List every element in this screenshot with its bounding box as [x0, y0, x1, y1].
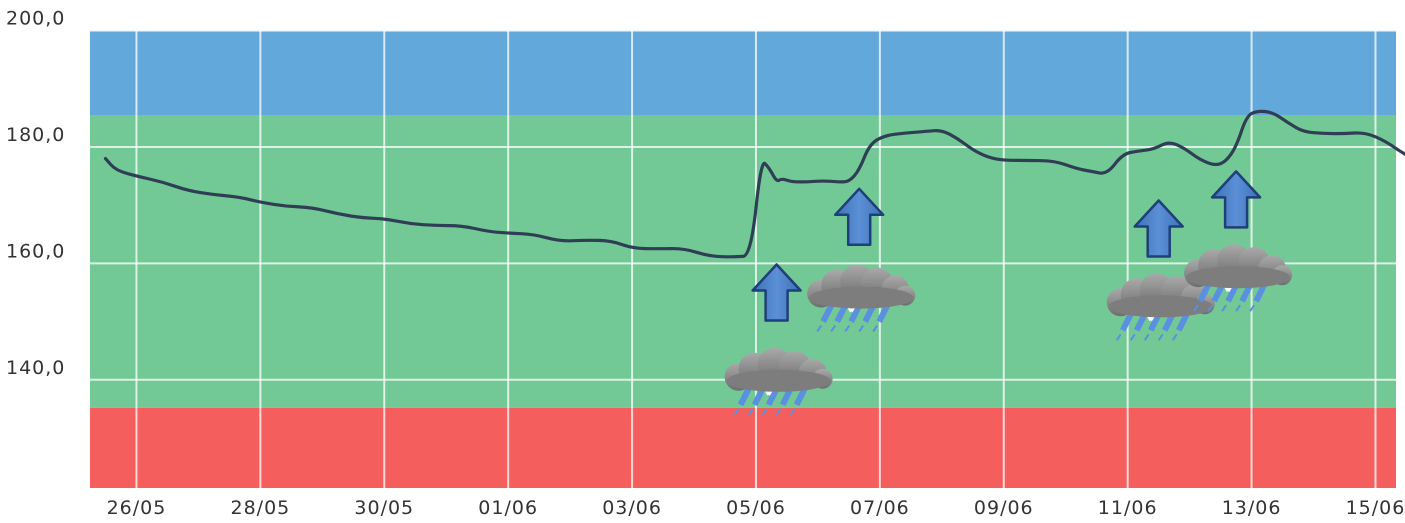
- y-tick-label: 200,0: [6, 8, 65, 30]
- rain-drop: [1143, 333, 1150, 341]
- rain-drop: [775, 408, 782, 416]
- rain-drop: [789, 408, 796, 416]
- rain-cloud-icon: [724, 347, 833, 416]
- rain-drop: [816, 325, 823, 333]
- rain-cloud-icon: [807, 264, 916, 333]
- up-arrow-icon: [751, 263, 802, 322]
- series-line-0: [103, 109, 1405, 259]
- x-tick-label: 30/05: [354, 497, 414, 519]
- cloud-body: [807, 264, 916, 309]
- cloud-body: [1184, 244, 1293, 289]
- up-arrow-icon: [833, 187, 885, 247]
- x-tick-label: 26/05: [107, 497, 167, 519]
- rain-drop: [1157, 333, 1164, 341]
- x-tick-label: 11/06: [1098, 497, 1158, 519]
- rain-drop: [1129, 333, 1136, 341]
- x-tick-label: 28/05: [230, 497, 290, 519]
- rain-cloud-icon: [1184, 244, 1293, 312]
- rain-drop: [1115, 333, 1122, 341]
- rain-drop: [858, 325, 865, 333]
- cloud-body: [724, 347, 833, 392]
- threshold-band-0: [90, 30, 1396, 115]
- annotations-layer: [724, 170, 1293, 416]
- series-layer: [103, 109, 1405, 259]
- rain-cloud-icon: [1106, 273, 1215, 341]
- rain-drop: [1207, 304, 1213, 312]
- x-tick-label: 03/06: [602, 497, 662, 519]
- rain-drop: [761, 408, 768, 416]
- y-axis-tick-labels: 200,0 180,0 160,0 140,0: [6, 8, 65, 379]
- threshold-bands: [90, 30, 1396, 488]
- rain-drop: [844, 325, 851, 333]
- x-tick-label: 01/06: [478, 497, 538, 519]
- up-arrow-icon: [1133, 199, 1184, 258]
- y-tick-label: 160,0: [6, 240, 65, 262]
- rain-drop: [1249, 304, 1255, 312]
- rain-drop: [830, 325, 837, 333]
- rain-drop: [1171, 333, 1178, 341]
- x-tick-label: 05/06: [726, 497, 786, 519]
- rain-drop: [1235, 304, 1241, 312]
- up-arrow-icon: [1210, 170, 1262, 229]
- x-tick-label: 07/06: [850, 497, 910, 519]
- threshold-band-2: [90, 407, 1396, 488]
- x-tick-label: 13/06: [1222, 497, 1282, 519]
- y-tick-label: 180,0: [6, 124, 65, 146]
- x-tick-label: 09/06: [974, 497, 1034, 519]
- y-tick-label: 140,0: [6, 357, 65, 379]
- rain-drop: [733, 408, 740, 416]
- rain-drop: [1193, 304, 1199, 312]
- x-tick-label: 15/06: [1346, 497, 1405, 519]
- rain-drop: [1221, 304, 1227, 312]
- x-axis-tick-labels: 26/05 28/05 30/05 01/06 03/06 05/06 07/06 09/06…: [107, 497, 1405, 519]
- rain-drop: [872, 325, 879, 333]
- rain-drop: [747, 408, 754, 416]
